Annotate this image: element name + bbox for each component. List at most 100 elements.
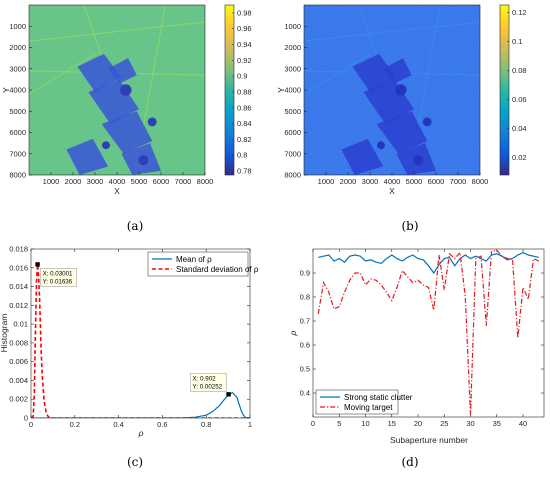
panel-label-c: (c) bbox=[127, 455, 143, 469]
x-tick-label: 3000 bbox=[362, 177, 379, 186]
dark-plot bbox=[383, 58, 412, 84]
colorbar-tick-label: 0.98 bbox=[237, 8, 252, 17]
y-tick-label: 6000 bbox=[284, 128, 301, 137]
line-chart-d: 0 5 10 15 20 25 30 35 40 0.4 0.5 0.6 0.7 0.8 0.9 Strong… bbox=[300, 248, 545, 428]
heatmap-a-axes: 1000 2000 3000 4000 5000 6000 7000 8000 1000 2000… bbox=[9, 4, 214, 186]
colorbar-tick-label: 0.96 bbox=[237, 24, 252, 33]
panel-d: 0 5 10 15 20 25 30 35 40 0.4 0.5 0.6 0.7 0.8 0.9 Strong… bbox=[288, 248, 545, 469]
y-tick-label: 8000 bbox=[9, 171, 26, 180]
dark-plot bbox=[66, 138, 109, 175]
field-boundary bbox=[28, 21, 206, 42]
water-patch bbox=[102, 141, 110, 150]
x-tick-label: 0.4 bbox=[113, 420, 123, 429]
x-tick-label: 20 bbox=[414, 419, 422, 428]
field-boundary bbox=[28, 53, 96, 95]
x-tick-label: 3000 bbox=[87, 177, 104, 186]
water-patch bbox=[147, 117, 157, 127]
x-tick-label: 0 bbox=[311, 419, 315, 428]
datatip-marker-0 bbox=[35, 262, 40, 267]
water-patch bbox=[377, 141, 385, 150]
x-tick-label: 5 bbox=[337, 419, 341, 428]
water-patch bbox=[413, 155, 424, 166]
panel-c: 0 0.2 0.4 0.6 0.8 1 0 0.002 0.004 0.006 0.008 0.01 0… bbox=[0, 245, 259, 470]
x-axis-label-a: X bbox=[114, 186, 120, 196]
colorbar-tick-label: 0.86 bbox=[237, 103, 252, 112]
x-tick-label: 0.8 bbox=[201, 420, 211, 429]
legend-box bbox=[147, 251, 249, 277]
datatip-text-1: Y: 0.00252 bbox=[193, 383, 223, 390]
field-boundary bbox=[409, 4, 441, 176]
panel-label-a: (a) bbox=[127, 219, 144, 233]
x-tick-label: 4000 bbox=[384, 177, 401, 186]
x-tick-label: 40 bbox=[519, 419, 527, 428]
y-tick-label: 0.016 bbox=[9, 263, 28, 272]
colorbar-tick-label: 0.88 bbox=[237, 87, 252, 96]
x-tick-label: 8000 bbox=[197, 177, 214, 186]
panel-a: 1000 2000 3000 4000 5000 6000 7000 8000 1000 2000… bbox=[1, 4, 252, 233]
y-tick-label: 4000 bbox=[9, 86, 26, 95]
heatmap-b-axes: 1000 2000 3000 4000 5000 6000 7000 8000 1000 2000… bbox=[284, 4, 489, 186]
datatip-marker-1 bbox=[226, 392, 231, 397]
colorbar-tick-label: 0.78 bbox=[237, 167, 252, 176]
water-patch bbox=[120, 84, 132, 96]
x-tick-label: 10 bbox=[361, 419, 369, 428]
dark-plot bbox=[108, 58, 137, 84]
y-tick-label: 4000 bbox=[284, 86, 301, 95]
x-tick-label: 8000 bbox=[472, 177, 489, 186]
y-tick-label: 0.012 bbox=[9, 301, 28, 310]
colorbar-gradient bbox=[224, 4, 235, 176]
x-tick-label: 7000 bbox=[450, 177, 467, 186]
legend-label-1: Moving target bbox=[344, 403, 393, 412]
series-line-1 bbox=[317, 249, 540, 415]
x-tick-label: 2000 bbox=[340, 177, 357, 186]
y-tick-label: 0.006 bbox=[9, 357, 28, 366]
x-tick-label: 6000 bbox=[153, 177, 170, 186]
heatmap-b-image bbox=[303, 4, 481, 176]
legend-label-0: Mean of ρ bbox=[176, 255, 212, 264]
x-tick-label: 5000 bbox=[131, 177, 148, 186]
panel-label-b: (b) bbox=[401, 219, 418, 233]
x-tick-label: 15 bbox=[388, 419, 396, 428]
x-tick-label: 6000 bbox=[428, 177, 445, 186]
x-tick-label: 7000 bbox=[175, 177, 192, 186]
x-tick-label: 1000 bbox=[43, 177, 60, 186]
plot-frame bbox=[312, 248, 545, 418]
colorbar-a: 0.78 0.8 0.82 0.84 0.86 0.88 0.9 0.92 0.94 0.96 0.… bbox=[224, 4, 252, 176]
y-tick-label: 6000 bbox=[9, 128, 26, 137]
colorbar-tick-label: 0.1 bbox=[512, 37, 522, 46]
dark-plot bbox=[352, 53, 397, 93]
water-patch bbox=[138, 155, 149, 166]
x-tick-label: 30 bbox=[466, 419, 474, 428]
colorbar-tick-label: 0.04 bbox=[512, 124, 527, 133]
line-chart-c: 0 0.2 0.4 0.6 0.8 1 0 0.002 0.004 0.006 0.008 0.01 0… bbox=[9, 245, 259, 430]
y-tick-label: 8000 bbox=[284, 171, 301, 180]
y-axis-label-c: Histogram bbox=[0, 314, 9, 353]
x-tick-label: 1000 bbox=[318, 177, 335, 186]
datatip-box-0 bbox=[40, 268, 77, 287]
y-tick-label: 0.01 bbox=[13, 320, 28, 329]
field-boundary bbox=[303, 21, 481, 42]
field-boundary bbox=[134, 4, 166, 176]
x-tick-label: 0 bbox=[29, 420, 33, 429]
dark-plot bbox=[101, 111, 153, 154]
colorbar-tick-label: 0.92 bbox=[237, 56, 252, 65]
y-tick-label: 0.014 bbox=[9, 282, 28, 291]
datatip-text-1: X: 0.902 bbox=[193, 375, 217, 382]
y-tick-label: 3000 bbox=[284, 64, 301, 73]
legend-label-0: Strong static clutter bbox=[344, 393, 413, 402]
y-tick-label: 0.008 bbox=[9, 338, 28, 347]
colorbar-tick-label: 0.02 bbox=[512, 153, 527, 162]
colorbar-tick-label: 0.08 bbox=[512, 66, 527, 75]
water-patch bbox=[395, 84, 407, 96]
colorbar-tick-label: 0.06 bbox=[512, 95, 527, 104]
y-tick-label: 0.004 bbox=[9, 376, 28, 385]
x-tick-label: 5000 bbox=[406, 177, 423, 186]
y-tick-label: 0.7 bbox=[300, 317, 310, 326]
x-axis-label-d: Subaperture number bbox=[390, 435, 468, 445]
x-tick-label: 2000 bbox=[65, 177, 82, 186]
field-boundary bbox=[303, 53, 371, 95]
y-tick-label: 0.4 bbox=[300, 389, 310, 398]
y-tick-label: 0.5 bbox=[300, 365, 310, 374]
x-tick-label: 1 bbox=[248, 420, 252, 429]
